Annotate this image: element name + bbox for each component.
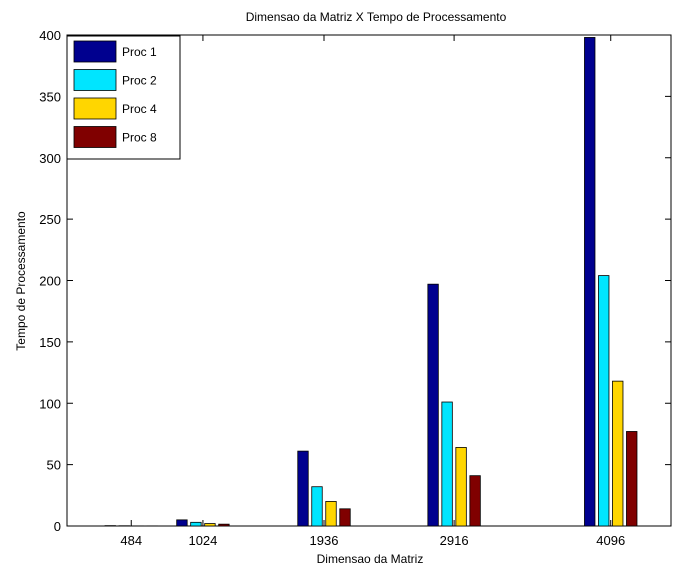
legend-label: Proc 2: [122, 74, 157, 88]
y-tick-label: 350: [39, 89, 61, 104]
y-tick-label: 400: [39, 28, 61, 43]
legend-swatch-proc-1: [73, 40, 117, 63]
bar-proc-2-2916: [441, 401, 453, 527]
y-tick-label: 150: [39, 335, 61, 350]
legend: Proc 1 Proc 2 Proc 4 Proc 8: [66, 35, 181, 160]
y-tick-label: 300: [39, 151, 61, 166]
bar-proc-8-4096: [626, 431, 638, 527]
x-axis-ticks: 484 1024 1936 2916 4096: [120, 35, 625, 548]
bar-proc-4-2916: [455, 447, 467, 527]
bar-proc-8-1024: [218, 523, 230, 527]
y-tick-label: 50: [47, 458, 61, 473]
y-axis-label: Tempo de Processamento: [14, 211, 28, 351]
legend-label: Proc 1: [122, 45, 157, 59]
legend-swatch-proc-4: [73, 97, 117, 120]
y-tick-label: 100: [39, 396, 61, 411]
y-tick-label: 200: [39, 274, 61, 289]
bar-proc-4-1936: [325, 501, 337, 527]
bar-proc-2-1936: [311, 486, 323, 527]
x-tick-label: 2916: [440, 533, 469, 548]
bar-proc-1-1024: [176, 519, 188, 527]
y-tick-label: 0: [54, 519, 61, 534]
chart-title: Dimensao da Matriz X Tempo de Processame…: [246, 10, 507, 24]
legend-label: Proc 4: [122, 102, 157, 116]
bar-proc-2-4096: [598, 275, 610, 527]
x-axis-label: Dimensao da Matriz: [317, 552, 424, 566]
legend-swatch-proc-8: [73, 126, 117, 148]
bar-proc-8-2916: [469, 475, 481, 527]
bar-proc-4-4096: [612, 380, 624, 527]
x-tick-label: 1024: [188, 533, 217, 548]
bar-marks: [104, 37, 638, 527]
y-tick-label: 250: [39, 212, 61, 227]
bar-proc-2-1024: [190, 521, 202, 527]
bar-proc-8-1936: [339, 508, 351, 527]
x-tick-label: 484: [120, 533, 142, 548]
bar-proc-1-2916: [427, 283, 439, 527]
x-tick-label: 1936: [310, 533, 339, 548]
bar-proc-1-4096: [584, 37, 596, 527]
legend-swatch-proc-2: [73, 69, 117, 91]
legend-label: Proc 8: [122, 131, 157, 145]
bar-proc-1-1936: [297, 450, 309, 527]
y-axis-ticks: 0 50 100 150 200 250 300 350 400: [39, 28, 671, 534]
x-tick-label: 4096: [596, 533, 625, 548]
bar-proc-4-1024: [204, 523, 216, 527]
